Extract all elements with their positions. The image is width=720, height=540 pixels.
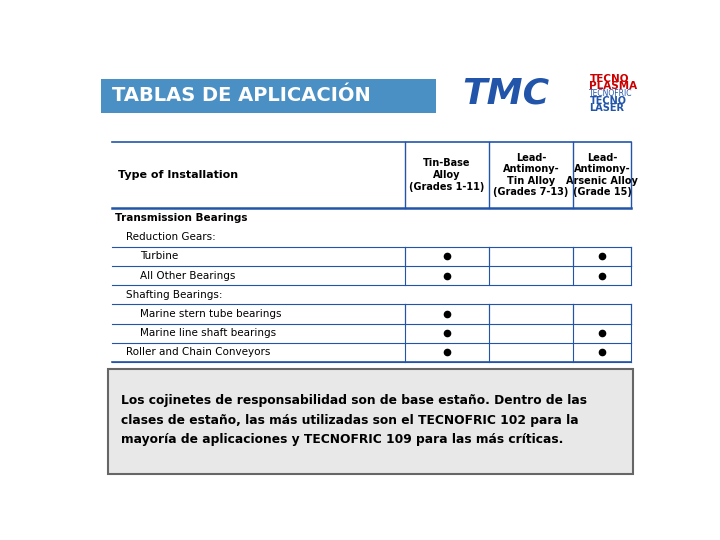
Text: TMC: TMC <box>462 77 549 111</box>
Text: Roller and Chain Conveyors: Roller and Chain Conveyors <box>126 347 271 357</box>
Text: Lead-
Antimony-
Arsenic Alloy
(Grade 15): Lead- Antimony- Arsenic Alloy (Grade 15) <box>566 153 638 198</box>
Text: PLASMA: PLASMA <box>590 80 637 91</box>
FancyBboxPatch shape <box>108 369 633 474</box>
Text: TABLAS DE APLICACIÓN: TABLAS DE APLICACIÓN <box>112 86 371 105</box>
Text: Marine stern tube bearings: Marine stern tube bearings <box>140 309 282 319</box>
FancyBboxPatch shape <box>101 78 436 113</box>
Text: TECNO: TECNO <box>590 75 629 84</box>
Text: Transmission Bearings: Transmission Bearings <box>115 213 248 223</box>
Text: Lead-
Antimony-
Tin Alloy
(Grades 7-13): Lead- Antimony- Tin Alloy (Grades 7-13) <box>493 153 569 198</box>
Text: LASER: LASER <box>590 103 624 113</box>
Text: All Other Bearings: All Other Bearings <box>140 271 235 281</box>
Text: Los cojinetes de responsabilidad son de base estaño. Dentro de las
clases de est: Los cojinetes de responsabilidad son de … <box>121 394 587 446</box>
Text: Shafting Bearings:: Shafting Bearings: <box>126 290 222 300</box>
Text: TECNO: TECNO <box>590 97 626 106</box>
Text: Marine line shaft bearings: Marine line shaft bearings <box>140 328 276 338</box>
Text: Turbine: Turbine <box>140 251 179 261</box>
Text: Tin-Base
Alloy
(Grades 1-11): Tin-Base Alloy (Grades 1-11) <box>410 158 485 192</box>
Text: Type of Installation: Type of Installation <box>118 170 238 180</box>
Text: Reduction Gears:: Reduction Gears: <box>126 232 216 242</box>
Text: TECNOFRIC: TECNOFRIC <box>590 90 633 98</box>
